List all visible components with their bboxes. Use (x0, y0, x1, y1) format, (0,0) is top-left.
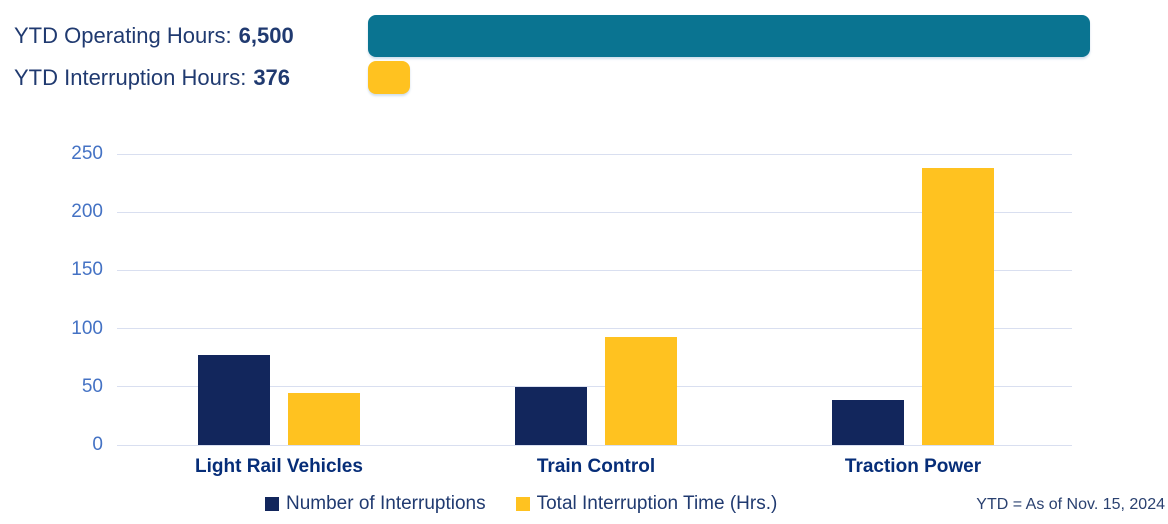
bar-time-2 (922, 168, 994, 445)
bar-interruptions-0 (198, 355, 270, 445)
y-tick-label-100: 100 (71, 317, 103, 339)
legend-label: Number of Interruptions (286, 493, 486, 514)
bar-interruptions-2 (832, 400, 904, 445)
legend-label: Total Interruption Time (Hrs.) (536, 493, 778, 514)
plot-area: 0 50 100 150 200 250 Light Rail Vehicles Train … (71, 143, 1072, 477)
ytd-operating-hours-line: YTD Operating Hours: 6,500 (14, 15, 294, 57)
chart-legend: Number of Interruptions Total Interruptio… (265, 492, 777, 516)
category-label-0: Light Rail Vehicles (195, 456, 363, 477)
legend-item-1: Total Interruption Time (Hrs.) (515, 493, 778, 515)
gridline-50 (117, 386, 1072, 388)
legend-swatch-icon (265, 497, 279, 511)
legend-swatch-icon (515, 497, 530, 511)
ytd-operating-hours-label: YTD Operating Hours: (14, 23, 232, 48)
y-tick-label-50: 50 (81, 375, 103, 397)
bar-time-1 (605, 337, 677, 445)
gridline-100 (117, 328, 1072, 330)
interruption-hours-bar (368, 61, 410, 94)
gridline-250 (117, 153, 1072, 155)
bar-time-0 (288, 393, 360, 445)
y-tick-label-200: 200 (71, 201, 103, 223)
ytd-interruption-hours-label: YTD Interruption Hours: (14, 65, 247, 90)
ytd-interruption-hours-value: 376 (253, 65, 291, 90)
gridline-200 (117, 211, 1072, 213)
y-tick-label-250: 250 (71, 143, 103, 164)
gridline-0 (117, 444, 1072, 446)
y-tick-label-150: 150 (71, 259, 103, 281)
category-label-2: Traction Power (844, 456, 982, 477)
operating-hours-bar (368, 15, 1090, 57)
footnote: YTD = As of Nov. 15, 2024 (976, 496, 1165, 513)
bar-interruptions-1 (515, 387, 587, 445)
category-label-1: Train Control (536, 456, 656, 477)
gridline-150 (117, 269, 1072, 271)
legend-item-0: Number of Interruptions (265, 493, 486, 515)
ytd-operating-hours-value: 6,500 (238, 23, 294, 48)
y-tick-label-0: 0 (92, 434, 103, 455)
ytd-interruption-hours-line: YTD Interruption Hours: 376 (14, 61, 290, 94)
